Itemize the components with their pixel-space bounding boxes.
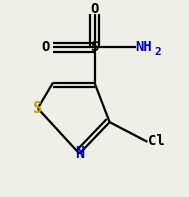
Text: NH: NH	[135, 40, 152, 54]
Text: N: N	[75, 146, 84, 161]
Text: O: O	[41, 40, 50, 54]
Text: S: S	[90, 40, 99, 54]
Text: 2: 2	[154, 47, 161, 57]
Text: S: S	[33, 101, 42, 116]
Text: O: O	[90, 2, 99, 16]
Text: Cl: Cl	[149, 134, 165, 148]
